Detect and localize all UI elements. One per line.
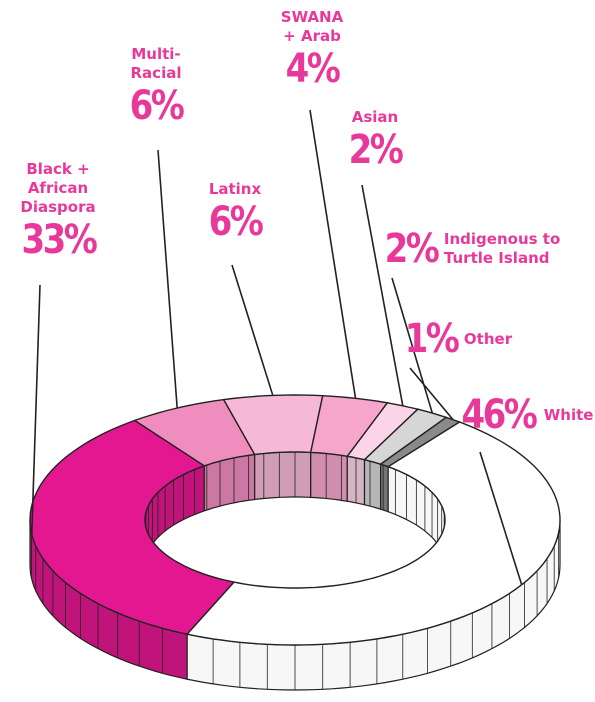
- value-label: 46%: [461, 392, 538, 438]
- leader-line: [391, 277, 434, 414]
- label: Multi-Racial 6%: [125, 45, 187, 129]
- segment: [185, 421, 561, 646]
- leader-line: [309, 109, 357, 399]
- category-label: SWANA + Arab: [280, 8, 344, 45]
- category-label: White: [543, 405, 594, 424]
- category-label: Asian: [351, 108, 399, 126]
- value-label: 6%: [129, 83, 185, 129]
- leader-line: [231, 264, 274, 396]
- leader-line: [361, 184, 404, 406]
- value-label: 1%: [404, 316, 460, 362]
- category-label: Black + African Diaspora: [20, 160, 96, 216]
- value-label: 6%: [208, 199, 264, 245]
- category-label: Other: [463, 329, 513, 348]
- category-label: Multi-Racial: [130, 45, 182, 82]
- label: 46% White: [455, 392, 595, 438]
- label: Black + African Diaspora 33%: [8, 160, 108, 263]
- label: SWANA + Arab 4%: [272, 8, 352, 92]
- label: 1% Other: [400, 316, 530, 362]
- leader-line: [409, 367, 454, 421]
- inner-wall: [380, 463, 389, 513]
- inner-wall: [363, 458, 382, 511]
- value-label: 4%: [285, 46, 341, 92]
- leader-line: [479, 451, 523, 585]
- inner-wall: [310, 451, 348, 503]
- label: 2% Indigenous to Turtle Island: [380, 226, 580, 272]
- value-label: 2%: [348, 127, 404, 173]
- inner-wall: [254, 451, 312, 501]
- label: Latinx 6%: [200, 180, 270, 245]
- category-label: Indigenous to Turtle Island: [443, 230, 561, 267]
- value-label: 2%: [384, 226, 440, 272]
- label: Asian 2%: [340, 108, 410, 173]
- leader-line: [157, 149, 178, 409]
- value-label: 33%: [21, 217, 97, 263]
- leader-line: [30, 284, 41, 535]
- category-label: Latinx: [208, 180, 262, 198]
